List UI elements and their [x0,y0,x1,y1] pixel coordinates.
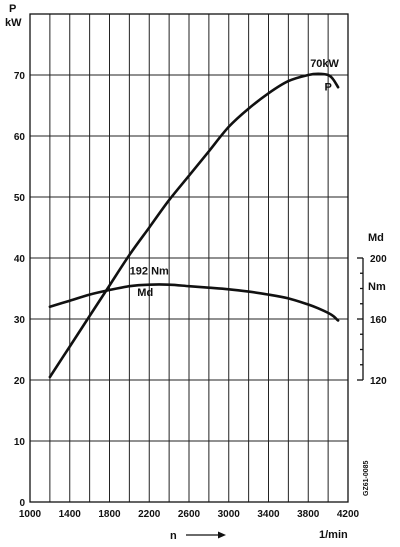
series-layer [48,72,340,379]
y-axis-left-label: P [9,3,16,15]
annotation-peak-torque: 192 Nm [130,266,169,278]
plot-frame [29,13,349,503]
y-left-tick-label: 50 [14,193,26,204]
x-tick-label: 1000 [19,509,42,520]
y-left-tick-label: 10 [14,437,26,448]
right-axis [357,257,364,381]
y-left-tick-label: 30 [14,315,26,326]
x-axis-arrow [186,531,226,539]
y-left-tick-label: 20 [14,376,26,387]
labels-layer: P kW Md Nm 1/min n GZ61-0085 1000 1400 180… [5,3,387,542]
annotation-peak-power: 70kW [310,58,339,70]
y-left-tick-label: 60 [14,132,26,143]
y-axis-right-label: Md [368,232,384,244]
x-tick-label: 4200 [337,509,360,520]
y-left-tick-label: 70 [14,71,26,82]
x-tick-label: 1800 [98,509,121,520]
annotation-p: P [324,81,331,93]
x-tick-label: 3000 [218,509,241,520]
x-tick-label: 3400 [257,509,280,520]
x-tick-label: 3800 [297,509,320,520]
annotation-md: Md [137,287,153,299]
y-axis-left-unit: kW [5,17,22,29]
y-right-tick-label: 160 [370,315,387,326]
y-right-tick-label: 120 [370,376,387,387]
x-axis-label: n [170,530,177,542]
figure-code: GZ61-0085 [363,460,370,496]
grid [30,14,348,502]
y-right-tick-label: 200 [370,254,387,265]
series-line-p [48,72,340,379]
y-left-tick-label: 40 [14,254,26,265]
series-line-md [48,283,340,322]
x-tick-label: 1400 [59,509,82,520]
x-tick-label: 2600 [178,509,201,520]
y-axis-right-unit: Nm [368,281,386,293]
y-left-tick-label: 0 [19,498,25,509]
x-axis-unit: 1/min [319,529,348,541]
x-tick-label: 2200 [138,509,161,520]
